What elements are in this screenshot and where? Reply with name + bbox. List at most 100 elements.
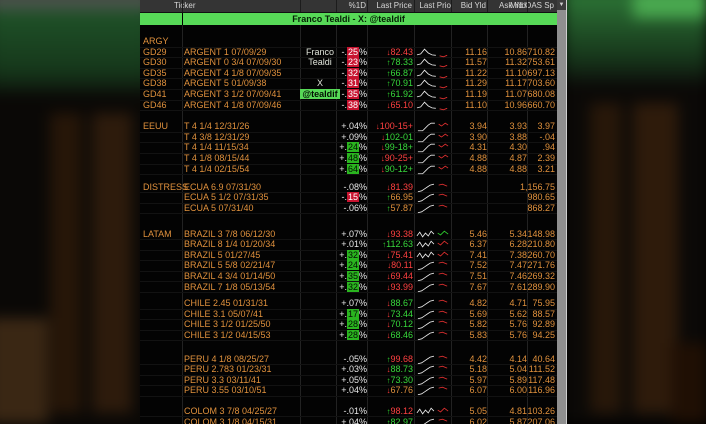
header-grid-line <box>300 0 301 12</box>
sparkline-chart <box>417 144 449 153</box>
table-row[interactable]: PERU 2.783 01/23/31 +.03% ↓88.73 5.18 5.04 11… <box>140 364 557 376</box>
header-grid-line <box>527 0 528 12</box>
header-grid-line <box>451 0 452 12</box>
ask-yld-cell: 4.87 <box>509 153 527 163</box>
grid-line <box>367 25 368 424</box>
last-price-cell: ↓102-01 <box>380 131 413 142</box>
column-header[interactable]: Ask Yld <box>499 1 526 10</box>
column-header[interactable]: Last Prio <box>419 1 451 10</box>
vertical-scrollbar[interactable]: ▼ <box>557 0 567 424</box>
background-streak <box>92 113 132 413</box>
last-price-cell: ↓90-25+ <box>380 153 413 163</box>
mid-oas-cell: 92.89 <box>532 319 555 330</box>
pct-1d-cell: +.24% <box>339 260 367 271</box>
sparkline-chart <box>416 240 449 248</box>
ask-yld-cell: 4.14 <box>509 353 527 364</box>
table-row[interactable]: ECUA 5 1/2 07/31/35 -.15% ↑66.95 980.65 <box>140 192 557 204</box>
bid-yld-cell <box>450 192 487 203</box>
up-arrow-icon: ↑ <box>386 354 391 364</box>
security-name: BRAZIL 4 3/4 01/14/50 <box>184 270 276 281</box>
last-price-cell: ↓93.38 <box>386 228 413 239</box>
ticker-cell <box>143 309 181 320</box>
sparkline-chart <box>417 299 448 309</box>
down-arrow-icon: ↓ <box>386 386 391 396</box>
ticker-cell <box>143 260 181 271</box>
down-arrow-icon: ↓ <box>386 47 391 57</box>
table-row[interactable]: COLOM 3 1/8 04/15/31 +.04% ↑82.97 6.02 5.87 2… <box>140 417 557 424</box>
security-name: COLOM 3 1/8 04/15/31 <box>184 416 278 424</box>
sparkline-chart <box>416 79 448 89</box>
table-row[interactable]: COLOM 3 7/8 04/25/27 -.01% ↑98.12 5.05 4.81 1… <box>140 406 557 418</box>
security-name: ARGENT 0 3/4 07/09/30 <box>184 57 282 68</box>
section-label: DISTRESS <box>143 181 189 192</box>
table-row[interactable]: BRAZIL 7 1/8 05/13/54 +.32% ↓93.99 7.67 7.61… <box>140 281 557 294</box>
table-row[interactable]: PERU 3.55 03/10/51 +.04% ↓67.76 6.07 6.00 116… <box>140 385 557 397</box>
section-label: EEUU <box>143 121 169 132</box>
table-row[interactable]: EEUU T 4 1/4 12/31/26 +.04% ↓100-15+ 3.94 3.9… <box>140 121 557 133</box>
security-name: COLOM 3 7/8 04/25/27 <box>184 405 278 416</box>
mid-oas-cell: 710.82 <box>527 46 555 57</box>
table-row[interactable]: PERU 4 1/8 08/25/27 -.05% ↑99.68 4.42 4.14 40… <box>140 354 557 366</box>
sparkline-chart <box>417 262 448 271</box>
ask-yld-cell: 5.04 <box>509 364 527 375</box>
sort-arrow-icon[interactable]: ▼ <box>557 0 566 10</box>
pct-1d-cell: -.31% <box>341 78 367 89</box>
bond-monitor-table: Ticker %1D Last Price Last Prio Bid Yld Ask Y… <box>140 0 557 424</box>
up-arrow-icon: ↑ <box>386 79 391 89</box>
pct-1d-cell: +.03% <box>341 364 367 375</box>
pct-1d-cell: -.32% <box>341 67 367 78</box>
bid-yld-cell: 5.46 <box>469 228 487 239</box>
security-name: CHILE 3.1 05/07/41 <box>184 308 264 319</box>
down-arrow-icon: ↓ <box>387 261 392 271</box>
column-header[interactable]: %1D <box>348 1 366 10</box>
bid-yld-cell: 11.19 <box>465 89 487 99</box>
table-row[interactable]: CHILE 3 1/2 04/15/53 +.28% ↓68.46 5.83 5.76 9… <box>140 329 557 342</box>
down-arrow-icon: ↓ <box>386 320 391 330</box>
security-name: BRAZIL 5 5/8 02/21/47 <box>184 260 276 271</box>
mid-oas-cell: 103.26 <box>527 405 555 416</box>
security-name: CHILE 3 1/2 01/25/50 <box>184 319 271 330</box>
bid-yld-cell: 11.57 <box>465 57 487 68</box>
down-arrow-icon: ↓ <box>386 100 391 110</box>
ask-yld-cell: 5.76 <box>509 319 527 330</box>
mid-oas-cell: 1,156.75 <box>519 181 555 192</box>
last-price-cell: ↑99.68 <box>386 353 413 364</box>
table-row[interactable]: PERU 3.3 03/11/41 +.05% ↑73.30 5.97 5.89 117.… <box>140 375 557 387</box>
sparkline-chart <box>422 418 448 424</box>
last-price-cell: ↓68.46 <box>386 329 413 340</box>
column-header[interactable]: Ticker <box>174 1 196 10</box>
up-arrow-icon: ↑ <box>386 203 391 213</box>
ticker-cell <box>143 406 181 417</box>
table-row[interactable]: LATAM BRAZIL 3 7/8 06/12/30 +.07% ↓93.38 5.4… <box>140 229 557 241</box>
mid-oas-cell: 289.90 <box>527 281 555 292</box>
sparkline-chart <box>416 90 448 100</box>
down-arrow-icon: ↓ <box>375 122 380 132</box>
security-name: CHILE 2.45 01/31/31 <box>184 298 269 309</box>
security-name: PERU 2.783 01/23/31 <box>184 364 272 375</box>
table-row[interactable]: GD41 ARGENT 3 1/2 07/09/41 @tealdif -.35% ↑6… <box>140 89 557 101</box>
last-price-cell: ↑57.87 <box>386 202 413 213</box>
sparkline-chart <box>417 204 448 214</box>
banner-overlay-text: Franco <box>305 46 334 57</box>
ticker-cell <box>143 271 181 282</box>
column-header[interactable]: Mid OAS Sp <box>509 1 554 10</box>
ticker-cell <box>143 192 181 203</box>
table-row[interactable]: T 4 1/4 02/15/54 +.64% ↓90-12+ 4.88 4.88 3.21 <box>140 163 557 176</box>
pct-1d-cell: +.17% <box>339 308 367 319</box>
column-header[interactable]: Last Price <box>376 1 412 10</box>
down-arrow-icon: ↓ <box>380 132 385 142</box>
table-row[interactable]: GD46 ARGENT 4 1/8 07/09/46 -.38% ↓65.10 11.1… <box>140 99 557 112</box>
bid-yld-cell: 7.67 <box>469 281 487 292</box>
last-price-cell: ↑82.97 <box>365 417 413 424</box>
mid-oas-cell: 868.27 <box>527 202 555 213</box>
security-name: ECUA 6.9 07/31/30 <box>184 181 262 192</box>
mid-oas-cell: 111.52 <box>528 364 555 375</box>
pct-1d-cell: +.04% <box>341 385 367 396</box>
down-arrow-icon: ↓ <box>386 299 391 309</box>
ticker-cell <box>143 164 181 175</box>
sparkline-chart <box>417 376 448 385</box>
mid-oas-cell: 660.70 <box>527 99 555 110</box>
column-header[interactable]: Bid Yld <box>460 1 486 10</box>
ask-yld-cell: 5.89 <box>509 374 527 385</box>
table-row[interactable]: ECUA 5 07/31/40 -.06% ↑57.87 868.27 <box>140 203 557 215</box>
